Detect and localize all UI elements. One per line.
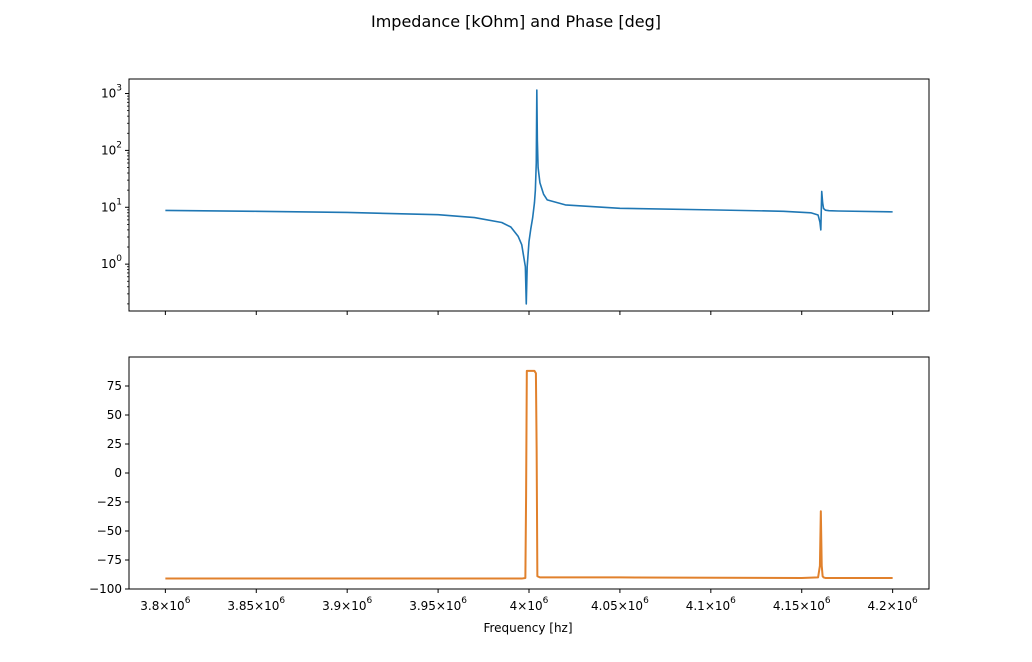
bottom-axes-frame bbox=[128, 356, 930, 590]
figure-title: Impedance [kOhm] and Phase [deg] bbox=[371, 12, 661, 31]
top-x-ticks bbox=[164, 311, 894, 315]
y-tick-label: 50 bbox=[107, 408, 122, 422]
x-axis-label: Frequency [hz] bbox=[483, 621, 572, 635]
x-tick-label: 4×106 bbox=[510, 596, 549, 613]
phase-line bbox=[165, 369, 893, 580]
impedance-line bbox=[165, 89, 893, 305]
y-tick-label: 75 bbox=[107, 379, 122, 393]
bottom-axes: 75 50 25 0 −25 −50 −75 −100 3.8×106 3.85×106 3.9×… bbox=[89, 356, 930, 613]
y-tick-label: 25 bbox=[107, 437, 122, 451]
y-tick-label: −100 bbox=[89, 582, 122, 596]
x-tick-label: 4.2×106 bbox=[868, 596, 918, 613]
x-tick-label: 3.85×106 bbox=[227, 596, 285, 613]
y-tick-label: −25 bbox=[97, 495, 122, 509]
bottom-x-ticks: 3.8×106 3.85×106 3.9×106 3.95×106 4×106 4.05×… bbox=[140, 589, 918, 613]
x-tick-label: 4.15×106 bbox=[773, 596, 831, 613]
x-tick-label: 3.8×106 bbox=[140, 596, 190, 613]
x-tick-label: 4.1×106 bbox=[686, 596, 736, 613]
x-tick-label: 4.05×106 bbox=[591, 596, 649, 613]
y-tick-label: −75 bbox=[97, 553, 122, 567]
top-axes: 100 101 102 103 bbox=[101, 78, 930, 315]
top-axes-frame bbox=[128, 78, 930, 312]
y-tick-label: −50 bbox=[97, 524, 122, 538]
x-tick-label: 3.9×106 bbox=[322, 596, 372, 613]
x-tick-label: 3.95×106 bbox=[409, 596, 467, 613]
bottom-y-ticks: 75 50 25 0 −25 −50 −75 −100 bbox=[89, 379, 129, 596]
top-y-ticks: 100 101 102 103 bbox=[101, 84, 129, 305]
y-tick-label: 100 bbox=[101, 254, 122, 271]
y-tick-label: 101 bbox=[101, 197, 122, 214]
y-tick-label: 102 bbox=[101, 140, 122, 157]
y-tick-label: 0 bbox=[114, 466, 122, 480]
y-tick-label: 103 bbox=[101, 84, 122, 101]
